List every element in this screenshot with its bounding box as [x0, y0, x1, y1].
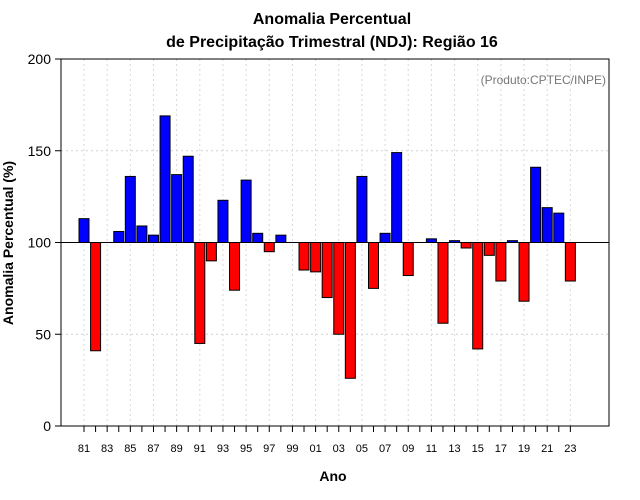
x-tick-label: 17 — [495, 443, 507, 455]
bar-89 — [171, 174, 183, 244]
bar-94 — [229, 242, 241, 291]
x-tick-label: 01 — [309, 443, 321, 455]
y-tick-label: 150 — [28, 143, 52, 159]
x-tick-label: 19 — [518, 443, 530, 455]
y-axis: 0 50 100 150 200 — [28, 51, 61, 434]
bar-06 — [368, 242, 379, 289]
x-tick-label: 95 — [240, 443, 252, 455]
bar-17 — [495, 242, 507, 282]
x-tick-label: 91 — [194, 443, 206, 455]
x-tick-label: 21 — [541, 443, 553, 455]
x-tick-label: 13 — [448, 443, 460, 455]
bar-91 — [194, 242, 206, 344]
bar-87 — [147, 234, 159, 244]
credit-text: (Produto:CPTEC/INPE) — [481, 73, 606, 87]
bar-04 — [344, 242, 356, 379]
y-tick-label: 0 — [43, 418, 51, 434]
x-tick-label: 09 — [402, 443, 414, 455]
bars — [78, 115, 576, 379]
x-tick-label: 85 — [124, 443, 136, 455]
y-tick-label: 100 — [28, 235, 52, 251]
bar-22 — [553, 212, 565, 243]
bar-96 — [252, 232, 264, 244]
bar-97 — [263, 242, 275, 253]
chart-title-line1: Anomalia Percentual — [253, 11, 411, 28]
bar-09 — [402, 242, 414, 277]
bar-08 — [391, 152, 403, 243]
bar-93 — [217, 199, 229, 244]
x-tick-label: 07 — [379, 443, 391, 455]
y-tick-label: 200 — [28, 51, 52, 67]
bar-85 — [124, 175, 136, 243]
x-tick-label: 05 — [356, 443, 368, 455]
bar-82 — [90, 242, 102, 352]
bar-98 — [275, 234, 287, 244]
bar-01 — [310, 242, 322, 273]
bar-07 — [379, 232, 391, 244]
bar-03 — [333, 242, 345, 335]
x-tick-label: 93 — [217, 443, 229, 455]
bar-05 — [356, 175, 368, 243]
bar-19 — [518, 242, 530, 302]
grid — [61, 59, 609, 426]
x-tick-label: 97 — [263, 443, 275, 455]
bar-92 — [205, 242, 217, 262]
bar-02 — [321, 242, 333, 299]
bar-84 — [113, 230, 125, 244]
x-tick-label: 87 — [147, 443, 159, 455]
y-tick-label: 50 — [35, 326, 51, 342]
bar-15 — [472, 242, 484, 350]
bar-86 — [136, 225, 148, 243]
x-tick-label: 83 — [101, 443, 113, 455]
bar-00 — [298, 242, 310, 271]
bar-88 — [159, 115, 171, 243]
x-tick-label: 11 — [426, 443, 437, 455]
bar-90 — [182, 155, 194, 243]
bar-12 — [437, 242, 449, 324]
bar-81 — [78, 218, 90, 243]
bar-11 — [425, 238, 437, 244]
x-tick-label: 23 — [564, 443, 576, 455]
x-tick-label: 03 — [333, 443, 345, 455]
x-tick-label: 15 — [472, 443, 484, 455]
y-axis-label: Anomalia Percentual (%) — [0, 161, 16, 325]
bar-23 — [564, 242, 576, 282]
bar-14 — [460, 242, 472, 249]
bar-21 — [541, 207, 553, 243]
x-tick-label: 89 — [171, 443, 183, 455]
bar-16 — [483, 242, 495, 256]
bar-20 — [530, 166, 542, 243]
chart-title-line2: de Precipitação Trimestral (NDJ): Região… — [166, 34, 498, 51]
x-axis-label: Ano — [319, 468, 346, 484]
x-tick-label: 81 — [78, 443, 90, 455]
bar-95 — [240, 179, 252, 243]
x-tick-label: 99 — [286, 443, 298, 455]
x-axis: 81 83 85 87 89 91 93 95 97 99 01 03 05 07 09 11 13 15 17 19… — [78, 426, 576, 455]
